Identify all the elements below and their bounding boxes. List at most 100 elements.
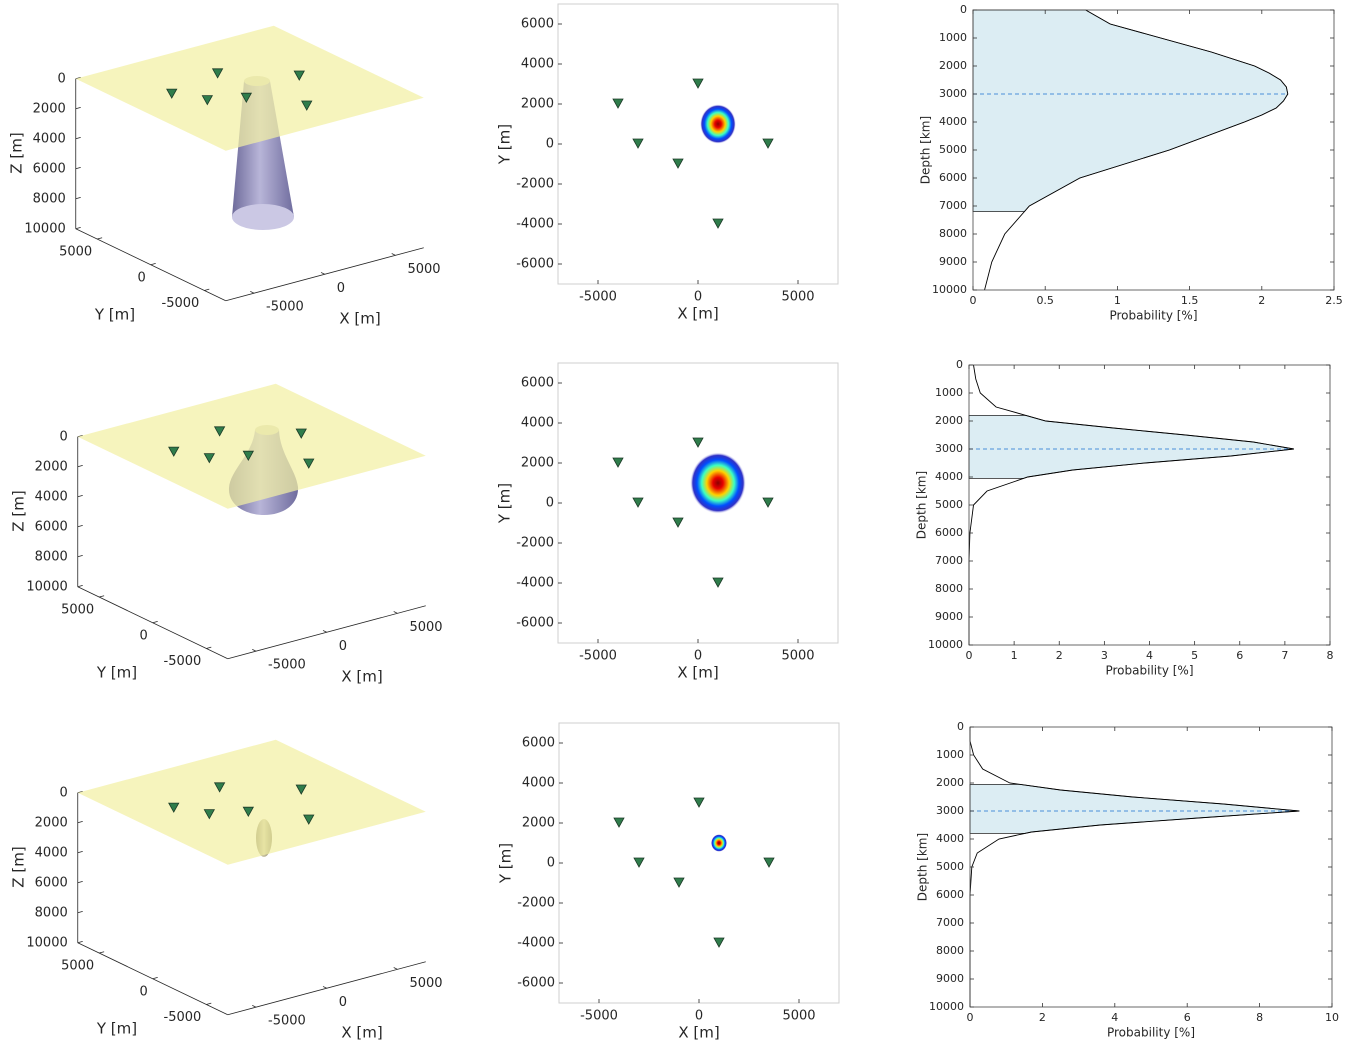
x-tick-label: 0 [966,649,973,662]
y-tick-label: -5000 [164,654,202,669]
x-tick [322,986,327,989]
y-tick-label: 5000 [935,498,963,511]
z-axis-label: Z [m] [8,132,26,173]
z-tick [77,911,83,914]
y-tick-label: -5000 [164,1010,202,1025]
y-axis-label: Depth [km] [919,116,933,184]
station [633,857,645,868]
station [673,877,685,888]
z-tick [77,555,83,558]
station [692,437,704,448]
y-tick-label: 7000 [935,554,963,567]
plot-area [557,3,839,285]
station [693,797,705,808]
y-tick-label: 6000 [522,736,555,751]
probability-curve [984,9,1289,291]
y-tick-label: 0 [956,358,963,371]
z-tick-label: 4000 [35,845,68,860]
station [168,802,180,813]
y-tick-label: 2000 [935,414,963,427]
station [712,218,724,229]
y-tick-label: 2000 [936,776,964,789]
x-tick-label: 2 [1056,649,1063,662]
surface-plane [75,25,424,151]
station [712,577,724,588]
y-tick-label: -2000 [517,896,555,911]
y-tick [97,237,103,240]
y-tick-label: 0 [960,3,967,16]
panel-3d: 0 2000 4000 6000 8000 10000 -5000 0 5000 -5000 0 50… [8,25,441,328]
x-tick-label: 5000 [781,290,814,305]
station [213,426,226,437]
y-tick-label: 1000 [936,748,964,761]
y-tick-label: -4000 [517,936,555,951]
y-tick-label: 3000 [936,804,964,817]
x-tick-label: 0 [694,290,702,305]
x-tick-label: 0 [339,995,347,1010]
y-tick-label: 7000 [936,916,964,929]
credible-interval [969,784,1300,834]
z-tick [77,585,83,588]
y-tick-label: 4000 [939,115,967,128]
y-tick-label: 6000 [935,526,963,539]
x-tick-label: -5000 [268,658,306,673]
y-tick [99,595,105,598]
z-tick-label: 0 [59,785,67,800]
y-tick-label: 8000 [939,227,967,240]
y-axis-label: Y [m] [96,1020,137,1038]
probability-heatmap [711,834,727,852]
station [303,458,315,469]
panel-profile: 0100020003000400050006000700080009000100… [916,720,1340,1040]
x-tick-label: 0 [970,294,977,307]
z-tick-label: 8000 [35,905,68,920]
z-tick [77,941,83,944]
station [242,450,255,462]
z-tick-label: 4000 [33,131,66,146]
y-tick-label: -6000 [516,616,554,631]
z-tick [77,821,83,824]
station [762,138,774,149]
station [632,497,644,508]
x-tick-label: -5000 [579,290,617,305]
panel-profile: 0100020003000400050006000700080009000100… [919,3,1343,323]
x-tick-label: -5000 [266,300,304,315]
z-tick [77,881,83,884]
y-tick-label: 5000 [939,143,967,156]
y-tick-label: 8000 [935,582,963,595]
z-tick [75,227,81,230]
y-tick-label: -2000 [516,536,554,551]
x-tick-label: 0 [967,1011,974,1024]
plot-area [558,722,840,1004]
y-tick-label: -6000 [517,976,555,991]
x-axis-label: X [m] [677,664,718,682]
z-tick [77,495,83,498]
surface-plane [77,739,426,865]
station [692,78,704,89]
y-axis-label: Y [m] [94,306,135,324]
x-tick-label: 0.5 [1036,294,1054,307]
z-tick-label: 2000 [35,815,68,830]
x-axis-label: X [m] [339,310,380,328]
y-tick-label: 6000 [939,171,967,184]
z-tick [77,525,83,528]
x-tick [391,253,396,256]
y-tick-label: 7000 [939,199,967,212]
x-tick-label: 10 [1325,1011,1339,1024]
y-tick-label: 1000 [939,31,967,44]
y-tick [206,1002,212,1005]
panel-map: -6000 -4000 -2000 0 2000 4000 6000 -5000 0 5000 X … [496,3,839,323]
y-tick-label: 2000 [939,59,967,72]
z-tick-label: 6000 [35,875,68,890]
y-tick-label: 2000 [521,456,554,471]
x-tick-label: 5000 [781,649,814,664]
x-tick-label: 8 [1256,1011,1263,1024]
station [612,457,624,468]
x-axis-label: Probability [%] [1109,309,1197,323]
station [213,782,226,793]
y-tick-label: 0 [957,720,964,733]
credible-interval [972,9,1289,212]
x-axis-label: Probability [%] [1105,664,1193,678]
x-tick [250,291,255,294]
